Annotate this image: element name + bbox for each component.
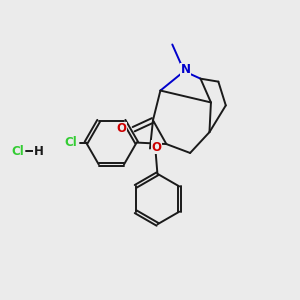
Text: N: N [181, 63, 191, 76]
Text: H: H [34, 145, 44, 158]
Text: Cl: Cl [11, 145, 24, 158]
Text: O: O [117, 122, 127, 135]
Text: O: O [152, 140, 161, 154]
Text: Cl: Cl [65, 136, 78, 149]
